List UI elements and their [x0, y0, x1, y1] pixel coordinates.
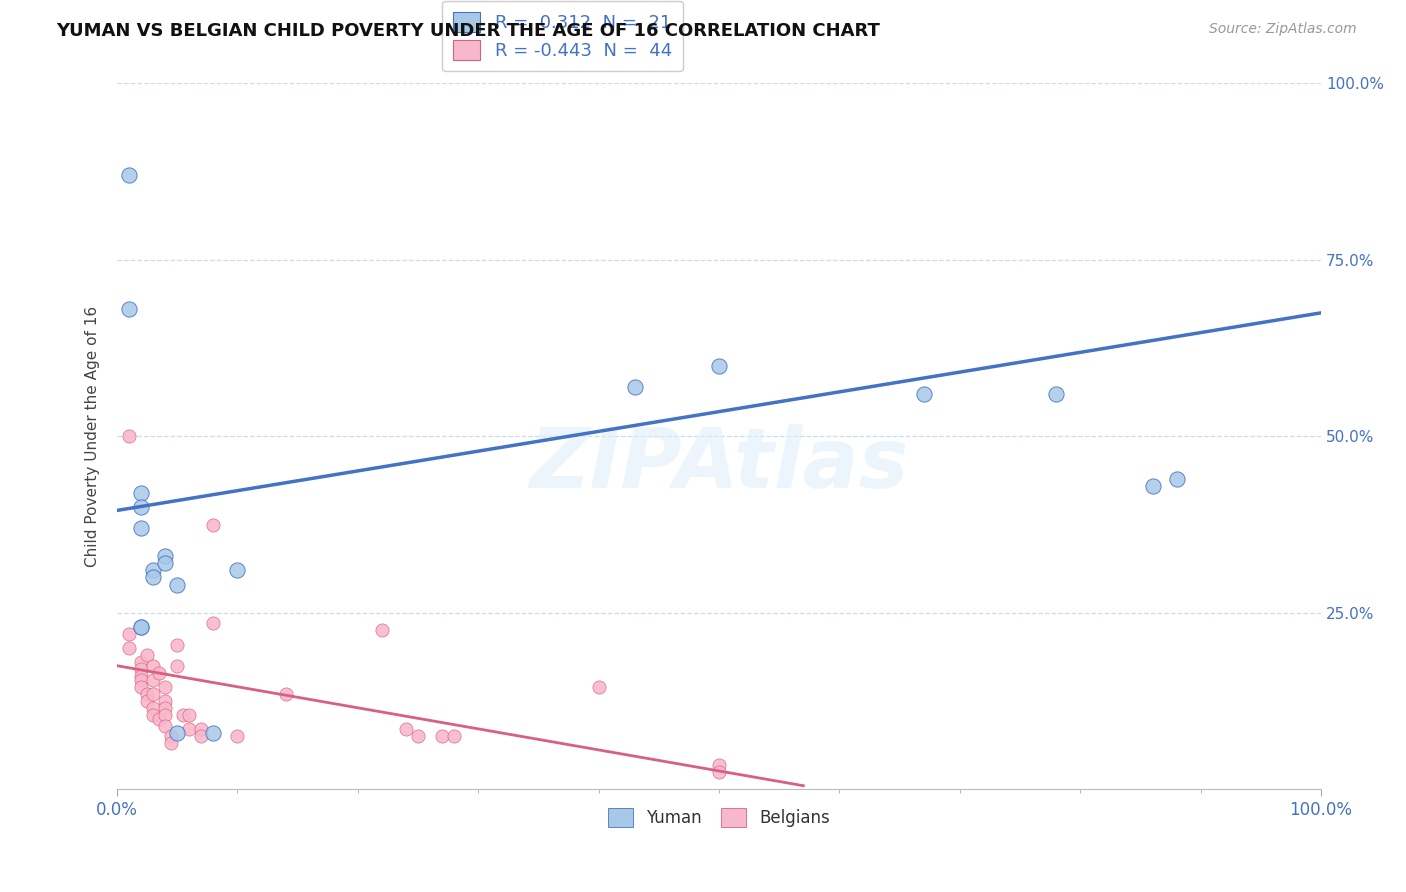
Point	[202, 517, 225, 532]
Point	[274, 687, 297, 701]
Point	[118, 302, 141, 317]
Point	[226, 563, 249, 577]
Point	[202, 725, 225, 739]
Point	[190, 729, 212, 743]
Point	[129, 500, 152, 514]
Text: ZIPAtlas: ZIPAtlas	[529, 424, 908, 505]
Text: YUMAN VS BELGIAN CHILD POVERTY UNDER THE AGE OF 16 CORRELATION CHART: YUMAN VS BELGIAN CHILD POVERTY UNDER THE…	[56, 22, 880, 40]
Point	[430, 729, 453, 743]
Point	[129, 620, 152, 634]
Point	[707, 757, 730, 772]
Point	[166, 638, 188, 652]
Point	[226, 729, 249, 743]
Point	[148, 712, 170, 726]
Point	[153, 680, 176, 694]
Point	[153, 701, 176, 715]
Y-axis label: Child Poverty Under the Age of 16: Child Poverty Under the Age of 16	[86, 306, 100, 567]
Point	[129, 669, 152, 683]
Point	[142, 687, 165, 701]
Point	[129, 620, 152, 634]
Point	[153, 708, 176, 723]
Point	[707, 359, 730, 373]
Point	[148, 665, 170, 680]
Point	[153, 719, 176, 733]
Point	[129, 521, 152, 535]
Point	[136, 694, 159, 708]
Point	[136, 687, 159, 701]
Point	[129, 680, 152, 694]
Point	[406, 729, 429, 743]
Point	[142, 563, 165, 577]
Point	[371, 624, 394, 638]
Point	[623, 380, 645, 394]
Point	[707, 764, 730, 779]
Point	[588, 680, 610, 694]
Point	[160, 729, 183, 743]
Point	[395, 723, 418, 737]
Point	[912, 387, 935, 401]
Point	[1166, 472, 1188, 486]
Point	[190, 723, 212, 737]
Point	[179, 723, 201, 737]
Point	[129, 655, 152, 669]
Point	[118, 641, 141, 656]
Point	[142, 708, 165, 723]
Point	[142, 673, 165, 687]
Text: Source: ZipAtlas.com: Source: ZipAtlas.com	[1209, 22, 1357, 37]
Point	[142, 658, 165, 673]
Point	[1045, 387, 1067, 401]
Point	[166, 658, 188, 673]
Point	[129, 662, 152, 676]
Point	[160, 736, 183, 750]
Point	[142, 701, 165, 715]
Point	[136, 648, 159, 662]
Legend: Yuman, Belgians: Yuman, Belgians	[600, 801, 837, 834]
Point	[1142, 479, 1164, 493]
Point	[443, 729, 465, 743]
Point	[129, 673, 152, 687]
Point	[153, 557, 176, 571]
Point	[118, 429, 141, 443]
Point	[166, 577, 188, 591]
Point	[142, 570, 165, 584]
Point	[153, 549, 176, 564]
Point	[166, 725, 188, 739]
Point	[118, 168, 141, 182]
Point	[153, 694, 176, 708]
Point	[172, 708, 194, 723]
Point	[179, 708, 201, 723]
Point	[118, 627, 141, 641]
Point	[202, 616, 225, 631]
Point	[129, 485, 152, 500]
